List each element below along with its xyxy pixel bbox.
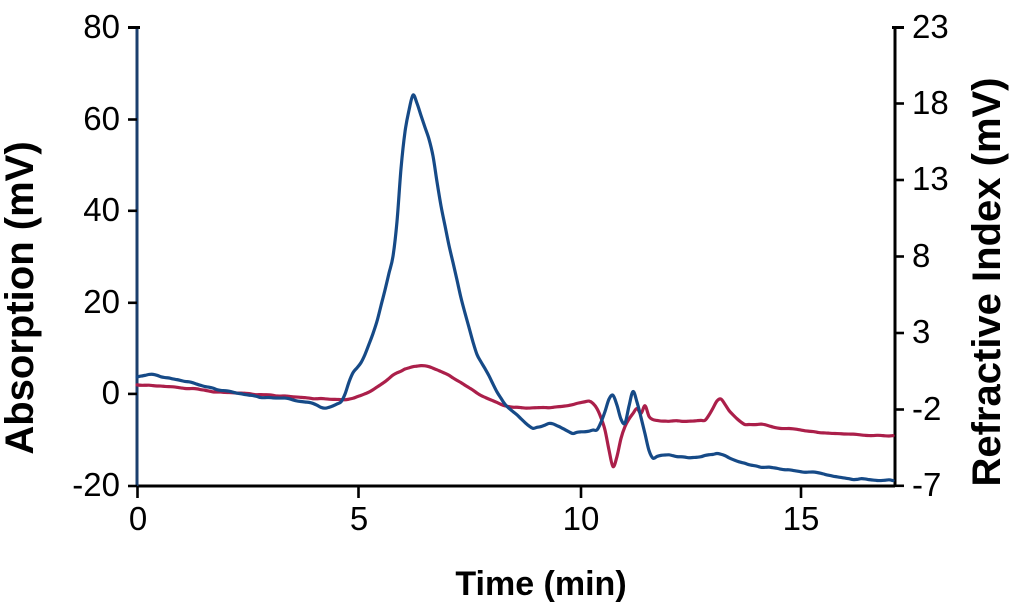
svg-text:80: 80 <box>83 8 120 45</box>
svg-text:Refractive Index (mV): Refractive Index (mV) <box>965 77 1009 486</box>
svg-text:3: 3 <box>912 313 930 350</box>
svg-text:Absorption (mV): Absorption (mV) <box>0 141 42 454</box>
svg-text:23: 23 <box>912 8 949 45</box>
svg-text:0: 0 <box>102 374 120 411</box>
svg-text:Time (min): Time (min) <box>455 565 626 603</box>
svg-text:-2: -2 <box>912 390 941 427</box>
svg-text:8: 8 <box>912 237 930 274</box>
svg-text:13: 13 <box>912 160 949 197</box>
svg-text:0: 0 <box>129 500 147 537</box>
svg-text:-20: -20 <box>72 466 120 503</box>
svg-text:60: 60 <box>83 100 120 137</box>
svg-text:20: 20 <box>83 283 120 320</box>
svg-text:10: 10 <box>563 500 600 537</box>
svg-text:15: 15 <box>783 500 820 537</box>
svg-text:5: 5 <box>350 500 368 537</box>
svg-text:40: 40 <box>83 191 120 228</box>
svg-text:18: 18 <box>912 84 949 121</box>
svg-text:-7: -7 <box>912 466 941 503</box>
